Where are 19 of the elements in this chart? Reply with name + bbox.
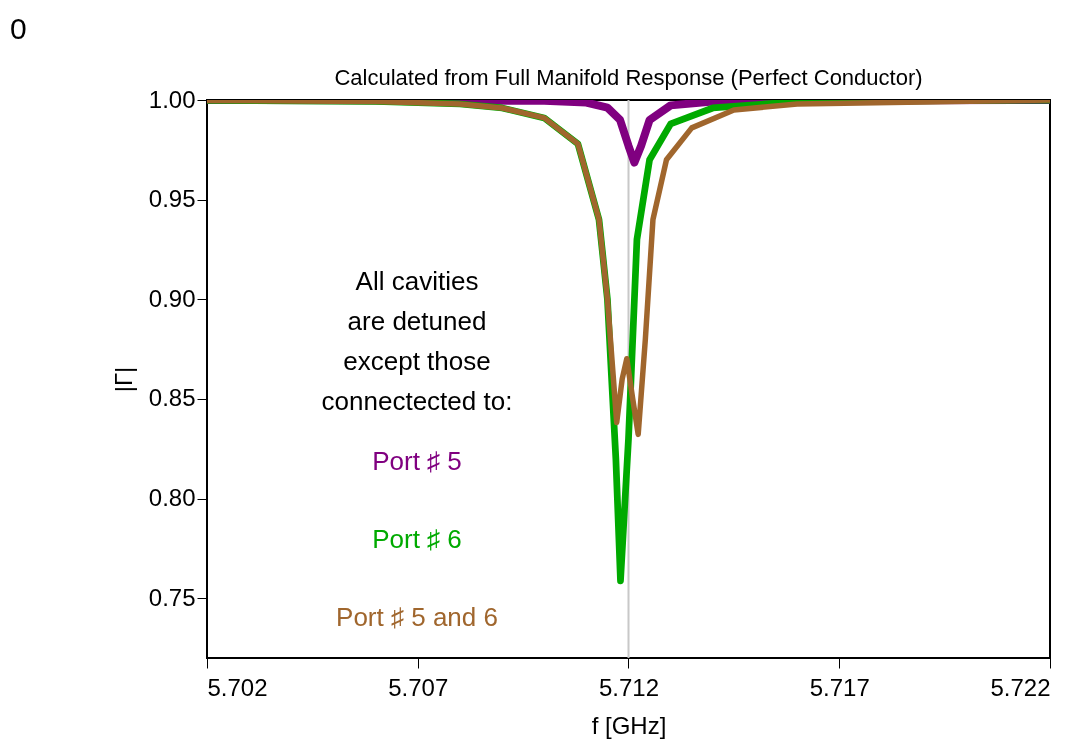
text: Port ♯ 6 bbox=[372, 524, 462, 554]
x-tick-label: 5.712 bbox=[598, 673, 660, 701]
x-axis-title: f [GHz] bbox=[591, 711, 667, 739]
y-tick-label: 0.85 bbox=[148, 384, 196, 412]
x-tick-label: 5.702 bbox=[207, 673, 268, 701]
y-axis-title: |Γ| bbox=[109, 366, 137, 393]
x-tick-label: 5.717 bbox=[809, 673, 870, 701]
x-tick-label: 5.722 bbox=[990, 673, 1051, 701]
text: Port ♯ 5 bbox=[372, 446, 462, 476]
x-tick-label: 5.707 bbox=[388, 673, 449, 701]
annotation: All cavities are detuned except those connectected to: bbox=[321, 266, 513, 416]
text: Port ♯ 5 and 6 bbox=[336, 602, 498, 632]
y-tick-label: 0.90 bbox=[148, 284, 196, 312]
y-tick-label: 0.80 bbox=[148, 484, 196, 512]
chart-title: Calculated from Full Manifold Response (Perfect Conductor) bbox=[334, 65, 923, 90]
y-tick-label: 0.95 bbox=[148, 185, 196, 213]
y-tick-label: 1.00 bbox=[148, 85, 196, 113]
text: 0 bbox=[10, 12, 27, 45]
y-tick-label: 0.75 bbox=[148, 583, 196, 611]
